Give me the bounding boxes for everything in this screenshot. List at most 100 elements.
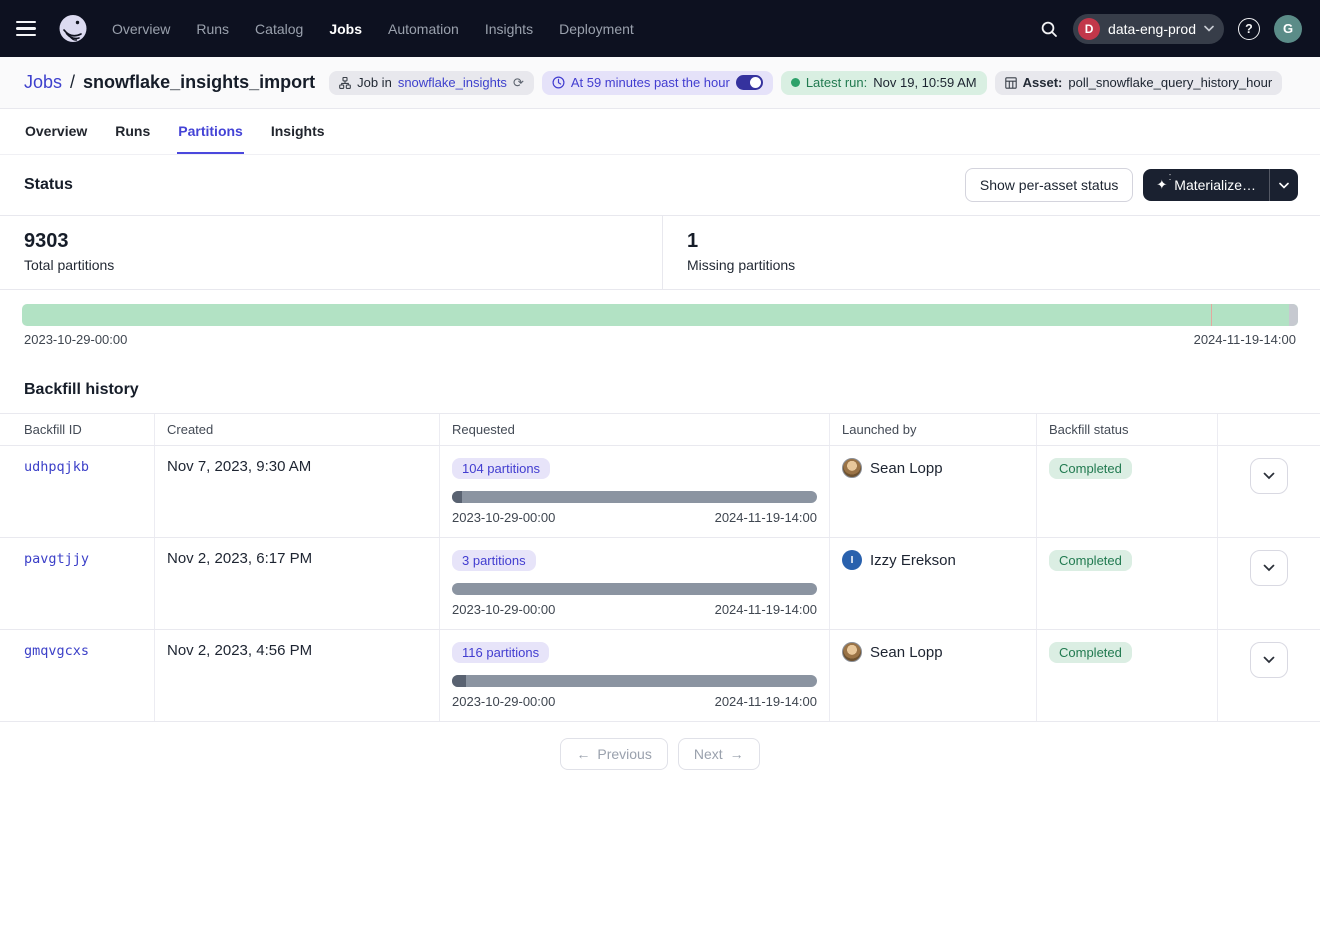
nav-item-runs[interactable]: Runs: [196, 21, 229, 37]
primary-nav: Overview Runs Catalog Jobs Automation In…: [112, 21, 634, 37]
range-start: 2023-10-29-00:00: [452, 694, 555, 709]
backfill-range-bar: [452, 675, 817, 687]
user-avatar[interactable]: G: [1274, 15, 1302, 43]
backfill-range-bar: [452, 491, 817, 503]
refresh-icon[interactable]: ⟳: [513, 75, 524, 91]
search-icon[interactable]: [1039, 19, 1059, 39]
backfill-range: 2023-10-29-00:00 2024-11-19-14:00: [452, 510, 817, 525]
launcher-name: Sean Lopp: [870, 460, 943, 477]
range-start: 2023-10-29-00:00: [24, 332, 127, 347]
materialize-label: Materialize…: [1174, 177, 1256, 193]
col-created: Created: [155, 414, 440, 445]
row-actions-button[interactable]: [1250, 550, 1288, 586]
asset-tag-label: Asset:: [1023, 75, 1063, 91]
range-end: 2024-11-19-14:00: [715, 694, 817, 709]
col-requested: Requested: [440, 414, 830, 445]
row-actions-button[interactable]: [1250, 642, 1288, 678]
status-badge: Completed: [1049, 458, 1132, 479]
nav-item-deployment[interactable]: Deployment: [559, 21, 634, 37]
range-start: 2023-10-29-00:00: [452, 510, 555, 525]
job-tag: Job in snowflake_insights ⟳: [329, 71, 534, 95]
backfill-range-bar: [452, 583, 817, 595]
job-tag-link[interactable]: snowflake_insights: [398, 75, 507, 91]
previous-label: Previous: [597, 746, 651, 762]
partition-health-bar[interactable]: [22, 304, 1298, 326]
job-tag-prefix: Job in: [357, 75, 392, 91]
created-timestamp: Nov 2, 2023, 4:56 PM: [167, 642, 312, 659]
launched-by: Sean Lopp: [842, 458, 1024, 478]
total-partitions-stat: 9303 Total partitions: [0, 216, 663, 289]
environment-switcher[interactable]: D data-eng-prod: [1073, 14, 1224, 44]
nav-item-automation[interactable]: Automation: [388, 21, 459, 37]
missing-partition-segment: [1289, 304, 1298, 326]
asset-tag-value[interactable]: poll_snowflake_query_history_hour: [1068, 75, 1272, 91]
range-bar-cap: [452, 491, 462, 503]
materialize-button[interactable]: ✦ Materialize…: [1143, 169, 1270, 201]
requested-partitions-badge[interactable]: 116 partitions: [452, 642, 549, 663]
launcher-name: Izzy Erekson: [870, 552, 956, 569]
previous-page-button[interactable]: ← Previous: [560, 738, 667, 770]
bar-divider: [1211, 304, 1212, 326]
latest-run-value[interactable]: Nov 19, 10:59 AM: [873, 75, 976, 91]
avatar: I: [842, 550, 862, 570]
tab-insights[interactable]: Insights: [270, 109, 326, 154]
table-row: gmqvgcxs Nov 2, 2023, 4:56 PM 116 partit…: [0, 630, 1320, 722]
breadcrumb-bar: Jobs / snowflake_insights_import Job in …: [0, 57, 1320, 109]
tab-partitions[interactable]: Partitions: [177, 109, 244, 154]
missing-partitions-stat: 1 Missing partitions: [663, 216, 819, 289]
col-backfill-status: Backfill status: [1037, 414, 1218, 445]
avatar: [842, 642, 862, 662]
schedule-toggle[interactable]: [736, 75, 763, 90]
environment-name: data-eng-prod: [1108, 21, 1196, 37]
backfill-table-header: Backfill ID Created Requested Launched b…: [0, 413, 1320, 446]
nav-item-catalog[interactable]: Catalog: [255, 21, 303, 37]
launched-by: I Izzy Erekson: [842, 550, 1024, 570]
next-page-button[interactable]: Next →: [678, 738, 760, 770]
row-actions-button[interactable]: [1250, 458, 1288, 494]
dagster-logo-icon[interactable]: [56, 12, 90, 46]
created-timestamp: Nov 7, 2023, 9:30 AM: [167, 458, 311, 475]
chevron-down-icon: [1263, 564, 1275, 572]
schedule-tag: At 59 minutes past the hour: [542, 71, 773, 95]
materialize-dropdown-button[interactable]: [1270, 169, 1298, 201]
tab-runs[interactable]: Runs: [114, 109, 151, 154]
chevron-down-icon: [1263, 656, 1275, 664]
total-partitions-label: Total partitions: [24, 257, 638, 273]
breadcrumb: Jobs / snowflake_insights_import: [24, 72, 315, 93]
requested-partitions-badge[interactable]: 104 partitions: [452, 458, 550, 479]
help-icon[interactable]: ?: [1238, 18, 1260, 40]
hamburger-menu-icon[interactable]: [16, 15, 44, 43]
pagination: ← Previous Next →: [0, 738, 1320, 770]
backfill-id-link[interactable]: pavgtjjy: [24, 551, 89, 567]
breadcrumb-jobs-link[interactable]: Jobs: [24, 72, 62, 93]
breadcrumb-separator: /: [70, 72, 75, 93]
backfill-id-link[interactable]: udhpqjkb: [24, 459, 89, 475]
tag-row: Job in snowflake_insights ⟳ At 59 minute…: [329, 71, 1282, 95]
run-status-dot: [791, 78, 800, 87]
job-graph-icon: [339, 77, 351, 89]
table-row: udhpqjkb Nov 7, 2023, 9:30 AM 104 partit…: [0, 446, 1320, 538]
range-start: 2023-10-29-00:00: [452, 602, 555, 617]
tab-overview[interactable]: Overview: [24, 109, 88, 154]
next-label: Next: [694, 746, 723, 762]
status-section-header: Status Show per-asset status ✦ Materiali…: [0, 155, 1320, 216]
requested-partitions-badge[interactable]: 3 partitions: [452, 550, 536, 571]
schedule-tag-label: At 59 minutes past the hour: [571, 75, 730, 91]
show-per-asset-status-button[interactable]: Show per-asset status: [965, 168, 1134, 202]
col-launched-by: Launched by: [830, 414, 1037, 445]
backfill-id-link[interactable]: gmqvgcxs: [24, 643, 89, 659]
page-title: snowflake_insights_import: [83, 72, 315, 93]
status-title: Status: [24, 176, 73, 194]
range-bar-cap: [452, 675, 466, 687]
asset-table-icon: [1005, 77, 1017, 89]
sparkle-icon: ✦: [1156, 177, 1167, 193]
nav-item-overview[interactable]: Overview: [112, 21, 170, 37]
nav-item-jobs[interactable]: Jobs: [329, 21, 362, 37]
col-actions: [1218, 414, 1320, 445]
materialize-split-button: ✦ Materialize…: [1143, 169, 1298, 201]
environment-badge: D: [1078, 18, 1100, 40]
nav-item-insights[interactable]: Insights: [485, 21, 533, 37]
top-nav: Overview Runs Catalog Jobs Automation In…: [0, 0, 1320, 57]
partition-range: 2023-10-29-00:00 2024-11-19-14:00: [22, 332, 1298, 347]
missing-partitions-value: 1: [687, 230, 795, 253]
